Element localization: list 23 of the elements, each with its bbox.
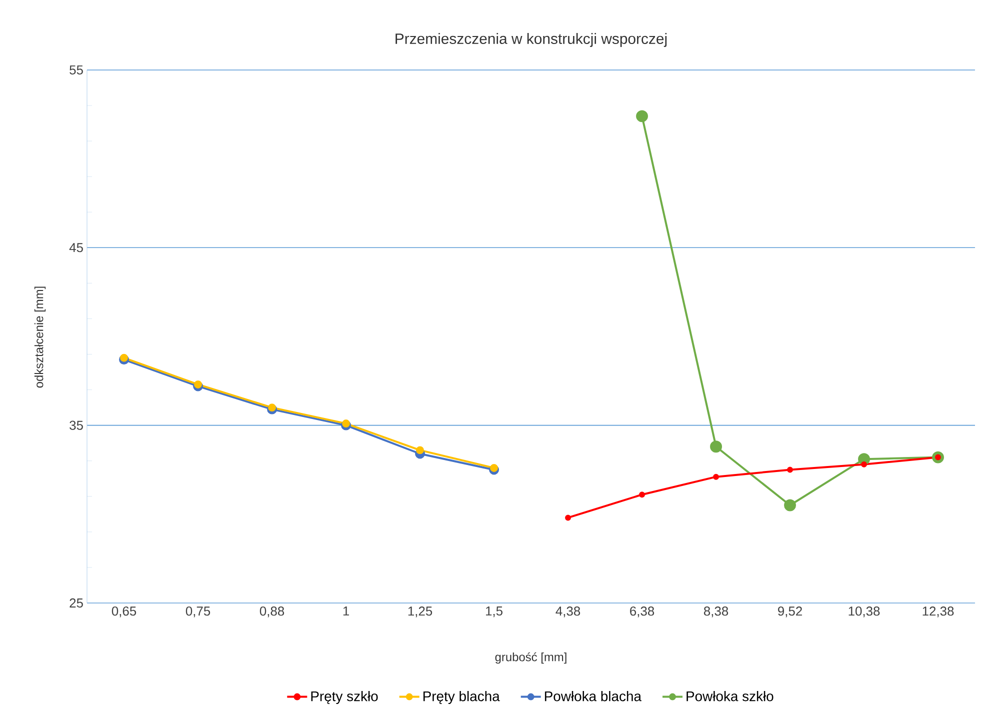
x-tick-label: 1,5 [486,606,502,618]
x-tick-label: 12,38 [922,606,954,618]
y-tick-label: 55 [70,65,83,74]
x-tick-label: 1 [343,606,349,616]
x-axis-title: grubość [mm] [495,652,566,664]
legend-label: Powłoka blacha [544,690,642,702]
x-tick-label: 0,65 [112,606,136,618]
x-tick-label: 8,38 [704,606,728,618]
x-tick-label: 10,38 [848,606,880,618]
y-tick-label: 35 [70,420,83,430]
x-tick-label: 4,38 [556,606,580,618]
y-tick-label: 45 [69,243,83,252]
legend-label: Pręty szkło [311,690,378,704]
x-tick-label: 0,88 [260,606,284,618]
legend-label: Pręty blacha [423,690,500,704]
y-axis-title: odkształcenie [mm] [34,286,46,388]
x-tick-label: 0,75 [186,606,210,618]
legend-label: Powłoka szkło [686,690,774,702]
x-tick-label: 1,25 [408,606,432,618]
y-tick-label: 25 [70,598,83,608]
x-tick-label: 9,52 [778,606,802,618]
x-tick-label: 6,38 [630,606,654,618]
chart-title: Przemieszczenia w konstrukcji wsporczej [396,33,667,47]
